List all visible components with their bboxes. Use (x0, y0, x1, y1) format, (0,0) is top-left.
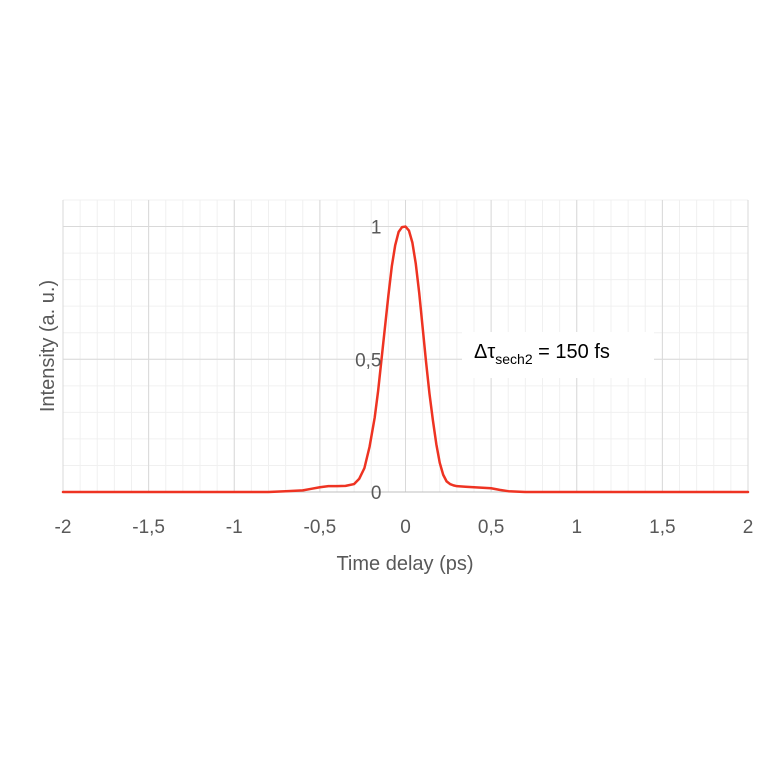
y-tick-label: 0 (371, 483, 382, 504)
x-tick-label: -2 (55, 517, 72, 538)
x-tick-label: 0 (400, 517, 411, 538)
annotation-subscript: sech2 (495, 351, 533, 367)
x-tick-label: 1,5 (649, 517, 675, 538)
annotation-background (462, 332, 654, 378)
x-tick-label: -1 (226, 517, 243, 538)
annotation-suffix: = 150 fs (533, 341, 610, 363)
x-tick-label: 2 (743, 517, 754, 538)
x-tick-label: 1 (571, 517, 582, 538)
x-axis-title: Time delay (ps) (336, 553, 473, 575)
svg-text:Δτsech2 = 150 fs: Δτsech2 = 150 fs (474, 341, 610, 367)
y-tick-label: 0,5 (355, 350, 381, 371)
pulse-width-annotation: Δτsech2 = 150 fs (462, 332, 654, 378)
y-axis-title: Intensity (a. u.) (37, 280, 59, 412)
y-tick-label: 1 (371, 218, 382, 239)
y-tick-labels: 00,51 (355, 218, 381, 504)
annotation-prefix: Δτ (474, 341, 495, 363)
x-tick-label: 0,5 (478, 517, 504, 538)
x-tick-label: -0,5 (304, 517, 337, 538)
x-tick-label: -1,5 (132, 517, 165, 538)
series-layer (61, 225, 750, 494)
series-line-1 (61, 225, 750, 494)
x-tick-labels: -2 -1,5 -1 -0,5 0 0,5 1 1,5 2 (55, 517, 754, 538)
